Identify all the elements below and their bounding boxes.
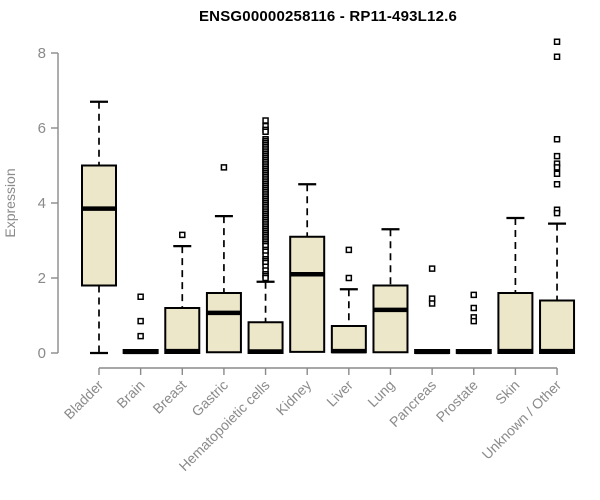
- outlier-point: [137, 293, 144, 300]
- outlier-point: [262, 274, 269, 282]
- iqr-box: [289, 235, 326, 353]
- x-tick-label-prostate: Prostate: [433, 377, 481, 425]
- outlier-point: [262, 117, 269, 124]
- boxplot-prostate: [455, 291, 492, 355]
- outlier-point: [470, 317, 478, 325]
- x-tick-label-liver: Liver: [323, 377, 356, 410]
- outlier-point: [428, 300, 436, 307]
- y-tick-label: 4: [38, 195, 46, 212]
- boxplot-pancreas: [414, 265, 451, 355]
- outlier-point: [262, 128, 269, 135]
- outlier-point: [553, 53, 561, 60]
- outlier-point: [179, 231, 186, 239]
- iqr-box: [247, 321, 284, 354]
- y-tick-label: 6: [38, 120, 46, 137]
- outlier-point: [470, 291, 478, 299]
- x-tick-label-skin: Skin: [492, 377, 523, 408]
- outlier-point: [345, 274, 353, 282]
- y-axis-title: Expression: [2, 168, 18, 237]
- boxplot-kidney: [289, 183, 326, 353]
- outlier-point: [137, 332, 144, 340]
- outlier-point: [137, 317, 144, 325]
- iqr-box: [330, 325, 367, 354]
- x-tick-label-unknown-other: Unknown / Other: [479, 377, 565, 463]
- y-tick-label: 0: [38, 345, 46, 362]
- outlier-point: [428, 265, 436, 272]
- outlier-point: [553, 209, 561, 217]
- outlier-point: [553, 136, 561, 143]
- boxplot-brain: [122, 293, 159, 355]
- boxplot-breast: [164, 231, 201, 354]
- boxplot-hematopoietic-cells: [247, 117, 284, 354]
- outlier-point: [470, 304, 478, 312]
- y-tick-label: 8: [38, 45, 46, 62]
- outlier-point: [553, 170, 561, 177]
- iqr-box: [372, 284, 409, 354]
- outlier-point: [553, 152, 561, 160]
- iqr-box: [539, 299, 576, 354]
- boxplot-skin: [497, 216, 534, 354]
- iqr-box: [81, 164, 117, 287]
- x-tick-label-brain: Brain: [113, 377, 147, 411]
- chart-title: ENSG00000258116 - RP11-493L12.6: [198, 8, 458, 25]
- x-tick-label-breast: Breast: [149, 377, 189, 417]
- boxplot-gastric: [205, 164, 242, 354]
- outlier-point: [553, 38, 561, 45]
- iqr-box: [164, 307, 201, 354]
- y-tick-label: 2: [38, 270, 46, 287]
- outlier-point: [553, 181, 561, 188]
- outlier-point: [220, 164, 228, 171]
- x-tick-label-kidney: Kidney: [273, 377, 315, 419]
- iqr-box: [205, 292, 242, 354]
- boxplot-unknown-other: [539, 38, 576, 354]
- boxplot-liver: [330, 246, 367, 354]
- outlier-point: [553, 164, 561, 171]
- iqr-box: [497, 292, 534, 354]
- outlier-point: [345, 246, 353, 254]
- boxplot-lung: [372, 228, 409, 354]
- x-tick-label-bladder: Bladder: [61, 377, 107, 423]
- x-tick-label-lung: Lung: [364, 377, 397, 410]
- boxplot-bladder: [81, 100, 117, 355]
